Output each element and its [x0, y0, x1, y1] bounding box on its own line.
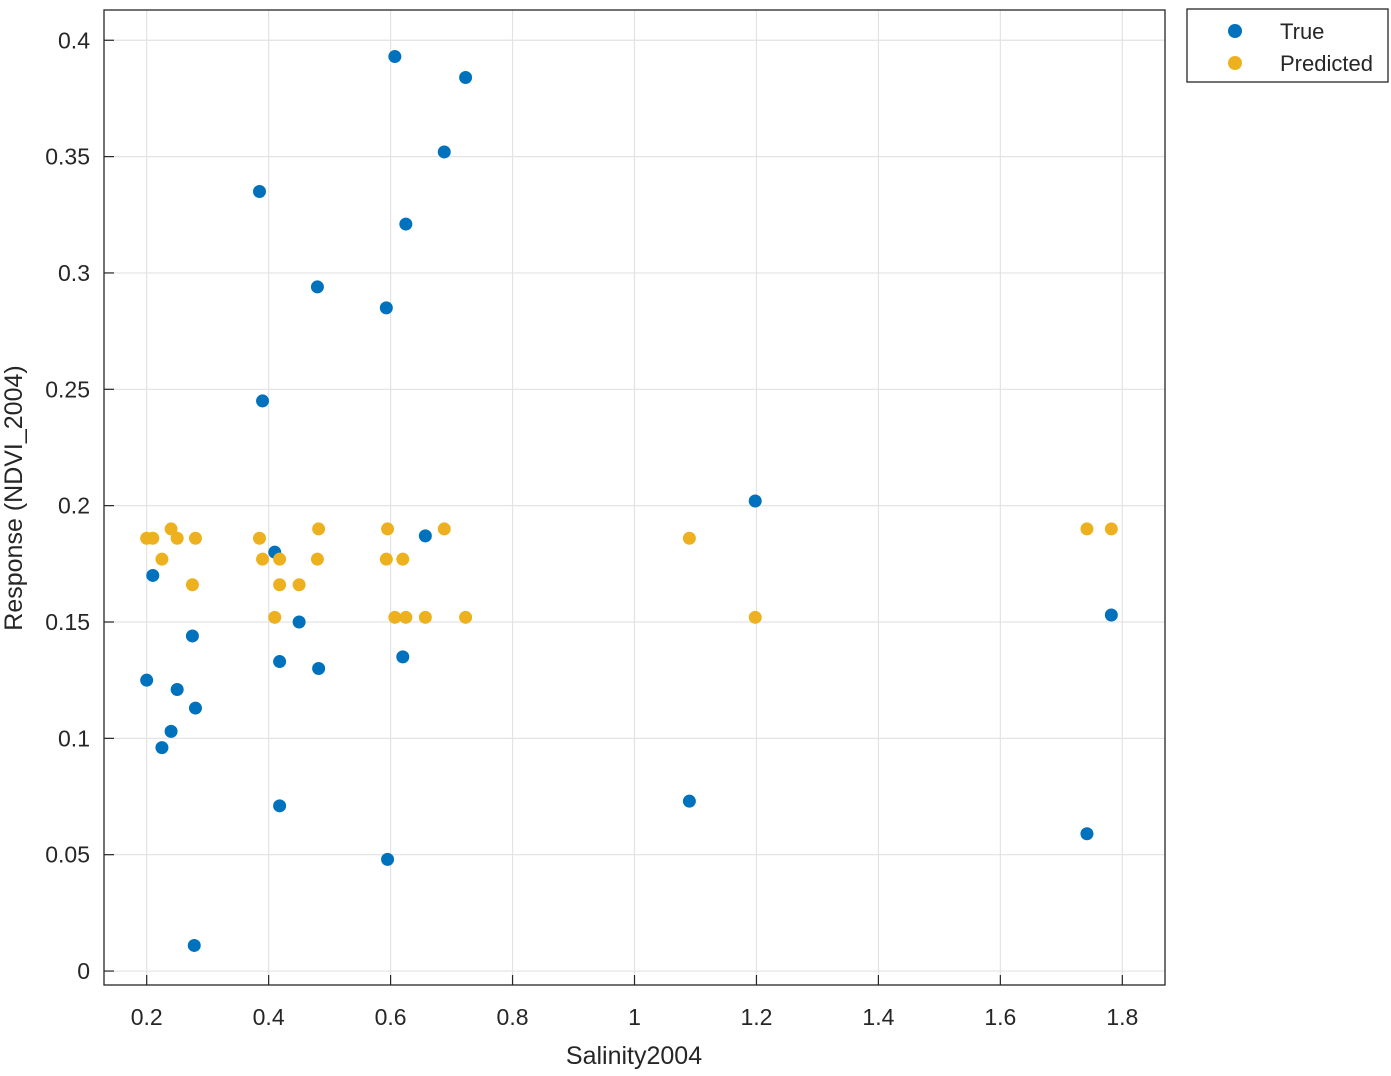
data-point-true — [155, 741, 169, 755]
data-point-true — [273, 655, 287, 669]
data-point-predicted — [310, 552, 324, 566]
data-point-predicted — [170, 531, 184, 545]
y-tick-label: 0.3 — [58, 260, 90, 286]
x-tick-label: 1.6 — [984, 1004, 1016, 1030]
data-point-true — [379, 301, 393, 315]
data-point-predicted — [292, 578, 306, 592]
data-point-true — [312, 662, 326, 676]
data-point-true — [1080, 827, 1094, 841]
data-point-predicted — [146, 531, 160, 545]
x-tick-label: 0.2 — [131, 1004, 163, 1030]
x-tick-label: 0.8 — [497, 1004, 529, 1030]
data-point-true — [170, 682, 184, 696]
y-tick-label: 0.35 — [45, 144, 90, 170]
data-point-predicted — [273, 578, 287, 592]
data-point-true — [146, 568, 160, 582]
data-point-true — [399, 217, 413, 231]
data-point-true — [164, 724, 178, 738]
y-tick-label: 0.4 — [58, 27, 90, 53]
data-point-predicted — [418, 610, 432, 624]
data-point-true — [1104, 608, 1118, 622]
data-point-predicted — [312, 522, 326, 536]
data-point-true — [292, 615, 306, 629]
legend-label-predicted: Predicted — [1280, 51, 1373, 76]
x-tick-label: 1.8 — [1106, 1004, 1138, 1030]
y-tick-label: 0.2 — [58, 493, 90, 519]
data-point-true — [396, 650, 410, 664]
data-point-predicted — [388, 610, 402, 624]
axis-ticks: 0.2 0.4 0.6 0.8 1 1.2 1.4 1.6 1.8 0 0.05 0.1 0.15 0.2… — [45, 27, 1138, 1030]
x-tick-label: 1 — [628, 1004, 641, 1030]
data-point-predicted — [256, 552, 270, 566]
data-point-predicted — [459, 610, 473, 624]
y-tick-label: 0.15 — [45, 609, 90, 635]
data-point-true — [252, 185, 266, 199]
data-points — [140, 50, 1118, 952]
data-point-true — [459, 70, 473, 84]
data-point-predicted — [188, 531, 202, 545]
data-point-true — [273, 799, 287, 813]
x-tick-label: 0.4 — [253, 1004, 285, 1030]
data-point-true — [381, 852, 395, 866]
data-point-true — [256, 394, 270, 408]
x-tick-label: 0.6 — [375, 1004, 407, 1030]
grid-lines — [104, 10, 1165, 985]
data-point-true — [188, 701, 202, 715]
data-point-predicted — [682, 531, 696, 545]
data-point-true — [682, 794, 696, 808]
y-tick-label: 0.1 — [58, 725, 90, 751]
data-point-predicted — [273, 552, 287, 566]
series-true — [140, 50, 1118, 952]
data-point-predicted — [164, 522, 178, 536]
data-point-predicted — [379, 552, 393, 566]
data-point-predicted — [268, 610, 282, 624]
y-tick-label: 0 — [77, 958, 90, 984]
y-tick-label: 0.05 — [45, 842, 90, 868]
legend-box — [1186, 8, 1389, 83]
data-point-predicted — [748, 610, 762, 624]
data-point-true — [418, 529, 432, 543]
data-point-true — [187, 938, 201, 952]
data-point-predicted — [381, 522, 395, 536]
legend-label-true: True — [1280, 19, 1324, 44]
y-tick-label: 0.25 — [45, 376, 90, 402]
data-point-predicted — [185, 578, 199, 592]
data-point-true — [185, 629, 199, 643]
x-axis-title: Salinity2004 — [566, 1042, 702, 1070]
data-point-predicted — [1104, 522, 1118, 536]
data-point-true — [310, 280, 324, 294]
data-point-predicted — [396, 552, 410, 566]
data-point-predicted — [1080, 522, 1094, 536]
data-point-predicted — [399, 610, 413, 624]
data-point-true — [140, 673, 154, 687]
legend[interactable]: True Predicted — [1186, 8, 1389, 83]
data-point-true — [748, 494, 762, 508]
y-axis-title: Response (NDVI_2004) — [0, 365, 28, 630]
data-point-predicted — [437, 522, 451, 536]
legend-marker-predicted — [1228, 56, 1242, 70]
x-tick-label: 1.4 — [862, 1004, 894, 1030]
data-point-predicted — [155, 552, 169, 566]
x-tick-label: 1.2 — [740, 1004, 772, 1030]
data-point-predicted — [252, 531, 266, 545]
legend-marker-true — [1228, 24, 1242, 38]
data-point-true — [437, 145, 451, 159]
series-predicted — [140, 522, 1118, 624]
data-point-true — [388, 50, 402, 64]
